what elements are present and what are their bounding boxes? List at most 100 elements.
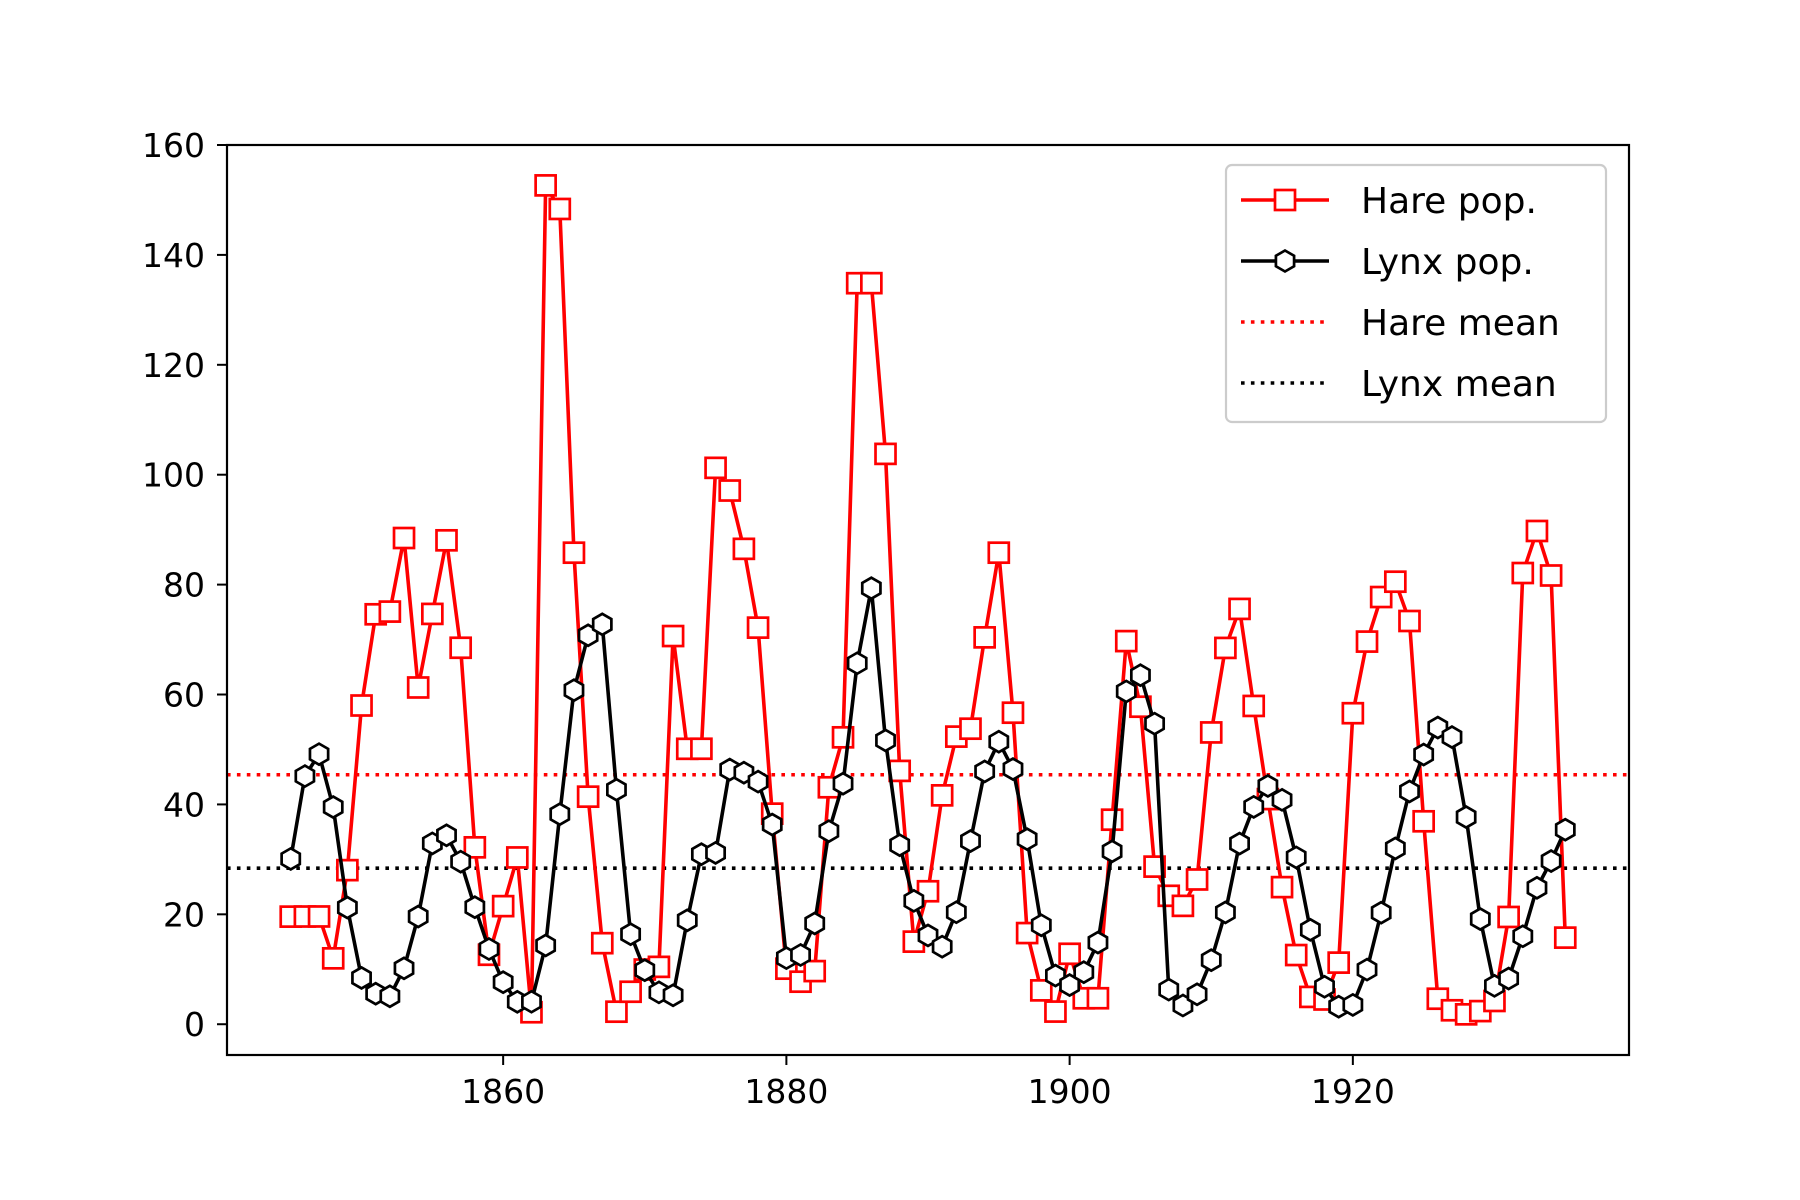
hare-point xyxy=(1497,905,1520,929)
hare-point xyxy=(548,197,572,221)
lynx-point xyxy=(450,849,472,874)
lynx-point xyxy=(1285,845,1307,870)
lynx-point xyxy=(1257,773,1279,799)
hare-point xyxy=(1086,986,1110,1010)
lynx-point xyxy=(1200,948,1222,973)
lynx-point xyxy=(1370,900,1392,925)
lynx-point xyxy=(521,989,542,1014)
hare-point xyxy=(860,271,883,295)
axes-frame xyxy=(225,143,1631,1057)
hare-point xyxy=(449,636,473,660)
lynx-point xyxy=(620,922,642,947)
hare-point xyxy=(732,537,756,561)
y-tick-label: 40 xyxy=(163,785,205,824)
hare-point xyxy=(1029,979,1053,1002)
hare-point xyxy=(605,1000,628,1024)
hare-point xyxy=(1100,808,1124,832)
hare-point xyxy=(1284,943,1308,967)
hare-point xyxy=(690,737,713,761)
hare-point xyxy=(1383,570,1407,594)
lynx-point xyxy=(1512,924,1534,949)
y-tick-label: 60 xyxy=(163,676,205,715)
hare-point xyxy=(1228,597,1251,621)
hare-point xyxy=(505,846,529,869)
series-layer xyxy=(279,174,1577,1026)
y-tick-label: 20 xyxy=(163,895,205,934)
lynx-point xyxy=(818,819,840,844)
lynx-point xyxy=(351,965,372,991)
lynx-point xyxy=(832,771,854,796)
lynx-point xyxy=(1144,711,1166,736)
legend-label: Lynx mean xyxy=(1361,364,1557,405)
lynx-point xyxy=(1554,817,1576,842)
hare-point xyxy=(491,894,515,918)
lynx-point xyxy=(846,651,868,676)
lynx-point xyxy=(804,911,826,936)
series-lynx xyxy=(280,576,1576,1019)
hare-point xyxy=(590,931,614,955)
hare-point xyxy=(1327,951,1351,974)
lynx-point xyxy=(294,764,316,789)
lynx-point xyxy=(1016,827,1038,852)
lynx-point xyxy=(535,933,557,958)
lynx-point xyxy=(308,742,330,767)
lynx-point xyxy=(322,795,344,820)
hare-point xyxy=(1199,721,1223,744)
hare-point xyxy=(1001,701,1025,725)
hare-point xyxy=(1553,926,1577,949)
series-hare xyxy=(279,174,1577,1026)
hare-point xyxy=(704,456,727,480)
lynx-point xyxy=(591,612,613,637)
legend-label: Hare pop. xyxy=(1361,181,1537,222)
lynx-point xyxy=(1314,974,1335,999)
hare-point xyxy=(1171,894,1195,918)
hare-point xyxy=(619,980,642,1004)
y-tick-label: 80 xyxy=(163,566,205,605)
hare-point xyxy=(534,174,557,197)
hare-point xyxy=(973,626,996,649)
lynx-point xyxy=(1413,742,1435,767)
lynx-point xyxy=(280,846,302,871)
lynx-point xyxy=(1356,957,1378,982)
lynx-point xyxy=(1526,875,1548,900)
x-tick-label: 1920 xyxy=(1311,1072,1395,1111)
lynx-point xyxy=(1384,836,1406,861)
hare-point xyxy=(463,835,487,859)
hare-point xyxy=(576,785,600,809)
lynx-point xyxy=(705,840,727,865)
legend-item-lynx-mean: Lynx mean xyxy=(1241,364,1557,405)
hare-point xyxy=(1355,630,1379,653)
hare-point xyxy=(562,541,586,565)
hare-point xyxy=(1143,855,1166,878)
lynx-point xyxy=(1101,839,1123,864)
lynx-point xyxy=(1271,787,1293,812)
hare-point xyxy=(1341,701,1365,725)
lynx-point xyxy=(549,802,571,827)
lynx-point xyxy=(1030,913,1052,938)
hare-point xyxy=(378,600,402,623)
lynx-point xyxy=(931,934,953,959)
lynx-point xyxy=(492,970,514,995)
lynx-point xyxy=(1540,848,1562,874)
x-tick-label: 1860 xyxy=(461,1072,545,1111)
y-tick-label: 160 xyxy=(142,126,205,165)
lynx-point xyxy=(1002,757,1024,782)
hare-point xyxy=(1511,561,1535,585)
lynx-point xyxy=(974,759,996,784)
mean-lines xyxy=(227,772,1629,870)
lynx-point xyxy=(1299,917,1321,942)
lynx-point xyxy=(1073,960,1095,985)
hare-point xyxy=(1214,636,1237,660)
lynx-point xyxy=(464,895,486,920)
lynx-point xyxy=(407,904,429,929)
lynx-point xyxy=(1342,992,1364,1017)
lynx-point xyxy=(662,983,684,1008)
hare-point xyxy=(350,694,373,717)
hare-point xyxy=(746,616,770,639)
lynx-point xyxy=(761,812,783,837)
lynx-point xyxy=(875,728,896,753)
legend-label: Lynx pop. xyxy=(1361,242,1534,283)
legend-label: Hare mean xyxy=(1361,303,1560,344)
lynx-point xyxy=(790,942,811,968)
y-tick-label: 140 xyxy=(142,236,205,275)
